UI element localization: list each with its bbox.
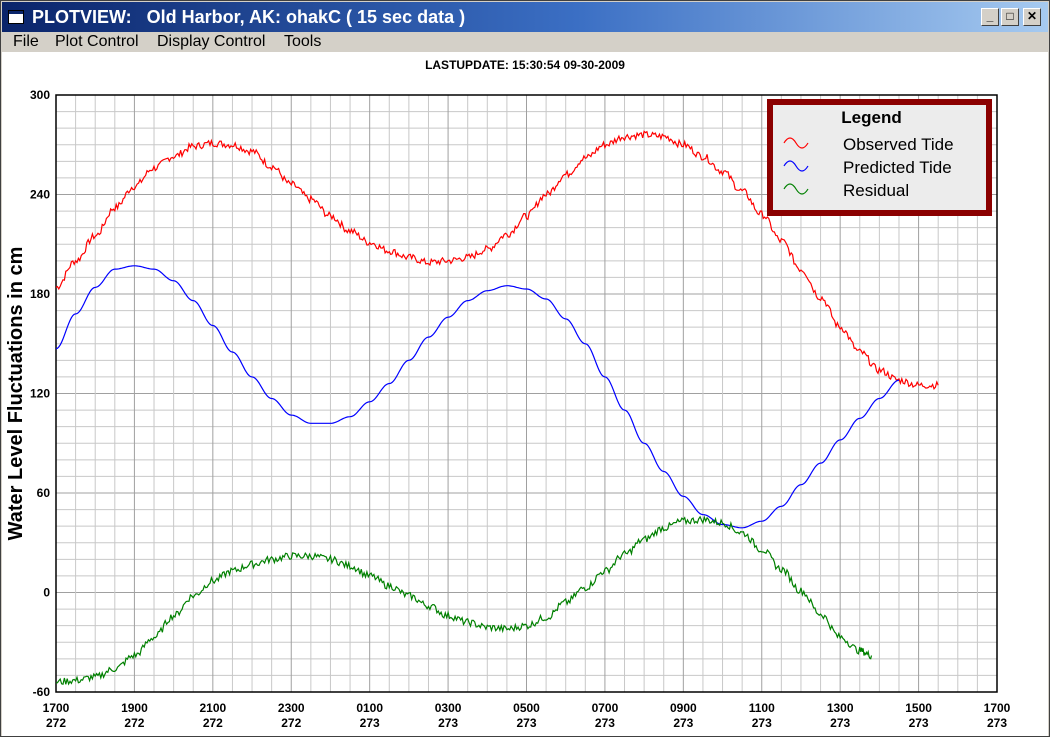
x-tick-label-time: 1700 (43, 701, 70, 715)
y-tick-label: 180 (30, 287, 50, 301)
close-button[interactable]: ✕ (1023, 8, 1041, 26)
menu-file[interactable]: File (13, 33, 39, 50)
x-tick-label-day: 273 (595, 716, 615, 730)
x-tick-label-time: 2300 (278, 701, 305, 715)
x-tick-label-day: 273 (987, 716, 1007, 730)
minimize-button[interactable]: _ (981, 8, 999, 26)
x-tick-label-day: 272 (203, 716, 223, 730)
x-tick-label-day: 273 (830, 716, 850, 730)
app-window-icon[interactable] (8, 10, 24, 24)
x-tick-label-day: 273 (752, 716, 772, 730)
x-tick-label-time: 1900 (121, 701, 148, 715)
title-bar[interactable]: PLOTVIEW: Old Harbor, AK: ohakC ( 15 sec… (2, 2, 1048, 32)
x-tick-label-day: 273 (438, 716, 458, 730)
x-tick-label-time: 0100 (356, 701, 383, 715)
predicted-tide-line (55, 265, 900, 529)
y-tick-label: 0 (43, 586, 50, 600)
x-tick-label-day: 272 (124, 716, 144, 730)
legend-swatch-icon (783, 160, 809, 172)
x-tick-label-time: 0500 (513, 701, 540, 715)
menu-tools[interactable]: Tools (284, 33, 322, 50)
window-title: PLOTVIEW: Old Harbor, AK: ohakC ( 15 sec… (32, 7, 466, 27)
x-tick-label-time: 1300 (827, 701, 854, 715)
legend-swatch-icon (783, 183, 809, 195)
x-tick-label-day: 272 (281, 716, 301, 730)
y-tick-label: -60 (33, 685, 51, 699)
y-tick-label: 300 (30, 88, 50, 102)
x-tick-label-time: 1700 (984, 701, 1011, 715)
legend: Legend Observed Tide Predicted Tide Residua… (767, 99, 992, 216)
menu-display-control[interactable]: Display Control (157, 33, 266, 50)
x-tick-label-day: 273 (360, 716, 380, 730)
x-tick-label-day: 272 (46, 716, 66, 730)
tide-chart[interactable]: 300240180120600-601700272190027221002722… (2, 52, 1048, 736)
y-tick-label: 60 (37, 486, 51, 500)
legend-observed-tide: Observed Tide (843, 135, 954, 154)
x-tick-label-time: 1100 (749, 701, 775, 715)
menu-plot-control[interactable]: Plot Control (55, 33, 139, 50)
legend-residual: Residual (843, 181, 909, 200)
x-tick-label-time: 0300 (435, 701, 462, 715)
legend-predicted-tide: Predicted Tide (843, 158, 952, 177)
plot-area: LASTUPDATE: 15:30:54 09-30-2009 300 240 18… (2, 52, 1048, 736)
menu-bar: File Plot Control Display Control Tools (2, 32, 1048, 52)
residual-line (55, 515, 873, 686)
legend-box (773, 105, 986, 210)
x-tick-label-day: 273 (909, 716, 929, 730)
x-tick-label-day: 273 (516, 716, 536, 730)
legend-title: Legend (841, 108, 901, 127)
x-tick-label-time: 0700 (592, 701, 619, 715)
legend-swatch-icon (783, 137, 809, 149)
y-tick-label: 240 (30, 188, 50, 202)
x-tick-label-time: 2100 (199, 701, 226, 715)
y-tick-label: 120 (30, 387, 50, 401)
x-tick-label-day: 273 (673, 716, 693, 730)
last-update-label: LASTUPDATE: 15:30:54 09-30-2009 (425, 58, 625, 72)
plot-frame (55, 94, 998, 693)
x-tick-label-time: 0900 (670, 701, 697, 715)
y-axis-label: Water Level Fluctuations in cm (5, 247, 27, 541)
x-tick-label-time: 1500 (905, 701, 932, 715)
maximize-button[interactable]: □ (1001, 8, 1019, 26)
observed-tide-line (55, 130, 939, 390)
